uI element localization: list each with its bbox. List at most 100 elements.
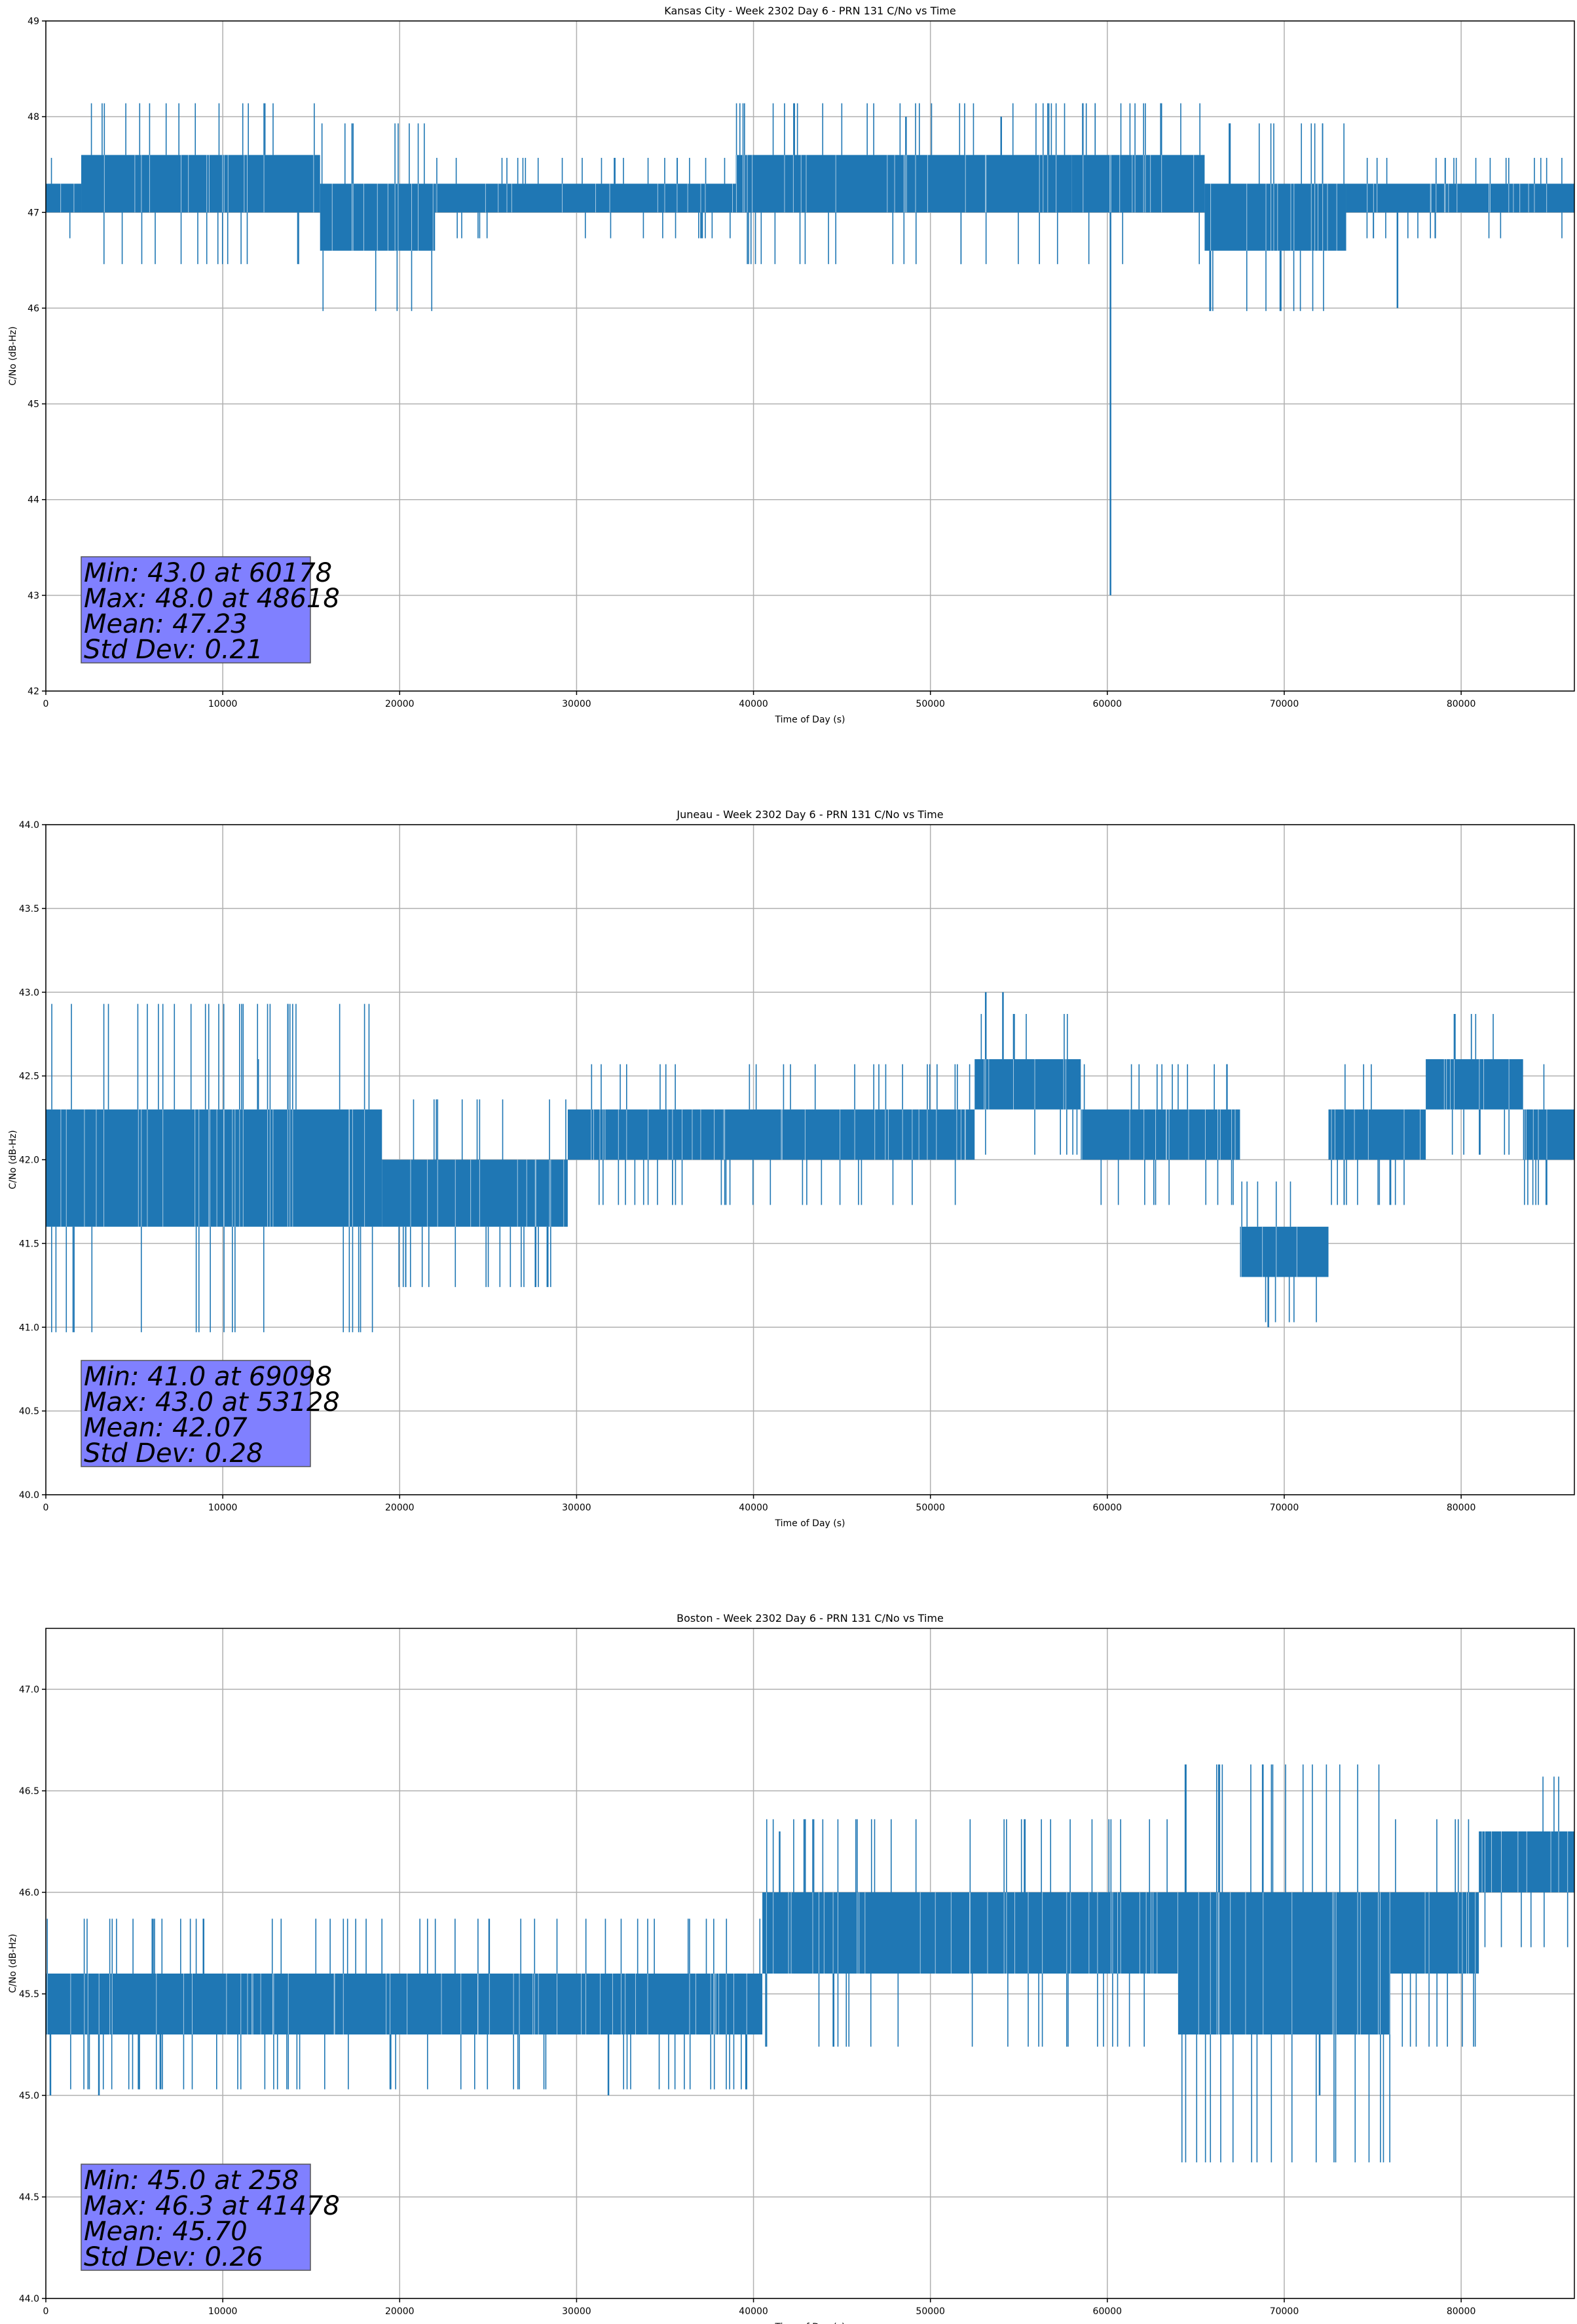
data-series	[46, 992, 1574, 1332]
y-tick-label: 41.0	[19, 1322, 39, 1333]
x-tick-label: 50000	[916, 2306, 945, 2317]
x-tick-label: 20000	[385, 699, 415, 709]
y-tick-label: 42.5	[19, 1072, 39, 1082]
x-tick-label: 0	[43, 699, 49, 709]
chart-title: Juneau - Week 2302 Day 6 - PRN 131 C/No …	[676, 808, 943, 821]
x-tick-label: 80000	[1447, 1503, 1476, 1513]
plot-frame	[45, 1628, 1575, 2299]
stats-line: Std Dev: 0.28	[84, 1438, 263, 1469]
y-tick-label: 41.5	[19, 1239, 39, 1249]
y-tick-label: 40.0	[19, 1490, 39, 1501]
y-axis-label: C/No (dB-Hz)	[8, 326, 18, 385]
x-tick-label: 60000	[1093, 1503, 1122, 1513]
x-tick-label: 70000	[1270, 1503, 1299, 1513]
stats-box	[81, 2164, 311, 2271]
x-tick-label: 10000	[208, 1503, 238, 1513]
x-tick-label: 40000	[739, 699, 768, 709]
y-tick-label: 47.0	[19, 1685, 39, 1695]
data-band	[435, 183, 736, 213]
y-tick-label: 44.5	[19, 2192, 39, 2203]
x-axis-label: Time of Day (s)	[775, 2322, 845, 2324]
x-tick-label: 70000	[1270, 2306, 1299, 2317]
x-tick-label: 20000	[385, 1503, 415, 1513]
y-tick-label: 46.5	[19, 1786, 39, 1797]
y-tick-label: 48	[28, 112, 39, 122]
y-axis-label: C/No (dB-Hz)	[8, 1130, 18, 1189]
stats-line: Max: 48.0 at 48618	[84, 584, 340, 614]
data-band	[1178, 1892, 1391, 2034]
x-tick-label: 60000	[1093, 2306, 1122, 2317]
x-tick-label: 70000	[1270, 699, 1299, 709]
data-band	[1081, 1109, 1240, 1160]
y-tick-label: 46	[28, 303, 39, 314]
x-tick-label: 50000	[916, 699, 945, 709]
data-band	[382, 1159, 568, 1227]
stats-line: Mean: 42.07	[84, 1413, 248, 1443]
y-tick-label: 46.0	[19, 1888, 39, 1898]
x-tick-label: 40000	[739, 1503, 768, 1513]
data-band	[1390, 1892, 1479, 1974]
data-band	[1240, 1226, 1329, 1277]
y-tick-label: 44	[28, 495, 39, 506]
y-tick-label: 45.5	[19, 1989, 39, 2000]
x-axis-label: Time of Day (s)	[775, 715, 845, 725]
y-tick-label: 49	[28, 16, 39, 27]
stats-line: Mean: 45.70	[84, 2217, 248, 2247]
stats-line: Max: 43.0 at 53128	[84, 1387, 340, 1417]
stats-line: Max: 46.3 at 41478	[84, 2191, 340, 2221]
y-tick-label: 45.0	[19, 2091, 39, 2101]
data-band	[1071, 155, 1205, 213]
stats-line: Std Dev: 0.21	[84, 635, 263, 665]
data-band	[81, 155, 320, 213]
x-tick-label: 20000	[385, 2306, 415, 2317]
data-band	[1523, 1109, 1574, 1160]
y-tick-label: 43	[28, 591, 39, 601]
chart-title: Kansas City - Week 2302 Day 6 - PRN 131 …	[664, 5, 955, 17]
y-axis-label: C/No (dB-Hz)	[8, 1934, 18, 1993]
x-tick-label: 10000	[208, 2306, 238, 2317]
y-tick-label: 44.0	[19, 2294, 39, 2304]
x-tick-label: 0	[43, 1503, 49, 1513]
stats-box	[81, 556, 311, 664]
x-tick-label: 50000	[916, 1503, 945, 1513]
x-tick-label: 30000	[562, 699, 591, 709]
data-series	[46, 103, 1574, 595]
x-tick-label: 10000	[208, 699, 238, 709]
y-tick-label: 44.0	[19, 820, 39, 831]
stats-line: Std Dev: 0.26	[84, 2242, 263, 2272]
chart-3: 0 10000 20000 30000 40000 50000 60000 70000 8000…	[8, 1612, 1575, 2324]
data-band	[1204, 183, 1346, 251]
x-tick-label: 0	[43, 2306, 49, 2317]
chart-title: Boston - Week 2302 Day 6 - PRN 131 C/No …	[677, 1612, 944, 1624]
x-tick-label: 60000	[1093, 699, 1122, 709]
chart-2: 0 10000 20000 30000 40000 50000 60000 70000 8000…	[8, 808, 1575, 1529]
data-band	[567, 1109, 975, 1160]
x-tick-label: 80000	[1447, 2306, 1476, 2317]
x-axis-label: Time of Day (s)	[775, 1518, 845, 1529]
data-series	[46, 1764, 1574, 2163]
x-tick-label: 80000	[1447, 699, 1476, 709]
y-tick-label: 47	[28, 208, 39, 218]
y-tick-label: 45	[28, 400, 39, 410]
data-band	[974, 1059, 1081, 1110]
plot-frame	[45, 20, 1575, 692]
chart-1: 0 10000 20000 30000 40000 50000 60000 70000 8000…	[8, 5, 1575, 725]
y-tick-label: 43.0	[19, 988, 39, 998]
stats-line: Min: 45.0 at 258	[84, 2165, 299, 2196]
y-tick-label: 42.0	[19, 1155, 39, 1166]
y-tick-label: 42	[28, 686, 39, 697]
x-tick-label: 30000	[562, 2306, 591, 2317]
stats-line: Min: 43.0 at 60178	[84, 558, 332, 588]
data-band	[46, 183, 82, 213]
stats-line: Min: 41.0 at 69098	[84, 1362, 332, 1392]
x-tick-label: 30000	[562, 1503, 591, 1513]
stats-box	[81, 1360, 311, 1467]
y-tick-label: 43.5	[19, 904, 39, 914]
stats-line: Mean: 47.23	[84, 609, 248, 639]
data-band	[46, 1974, 763, 2034]
data-band	[1346, 183, 1574, 213]
data-band	[46, 1109, 382, 1227]
x-tick-label: 40000	[739, 2306, 768, 2317]
data-band	[1426, 1059, 1523, 1110]
